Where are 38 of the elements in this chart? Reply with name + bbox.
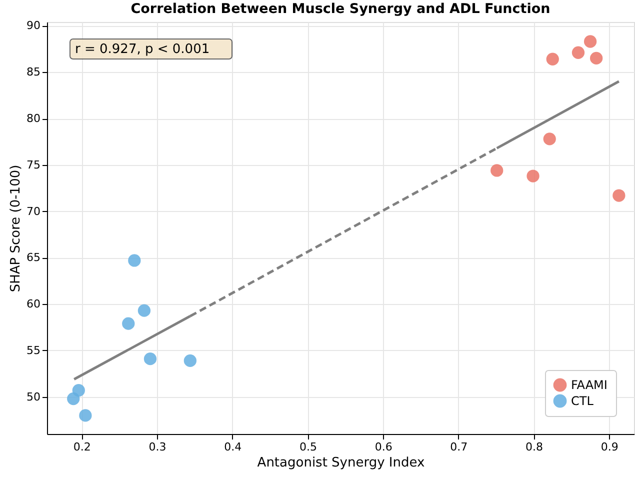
chart-title: Correlation Between Muscle Synergy and ADL Function (130, 1, 550, 18)
x-tick-label: 0.2 (73, 440, 91, 454)
x-tick-label: 0.5 (299, 440, 317, 454)
legend-label: FAAMI (571, 378, 608, 392)
point (79, 409, 92, 422)
y-tick-label: 70 (26, 204, 40, 218)
y-tick-label: 80 (26, 112, 40, 126)
y-tick-label: 55 (26, 344, 40, 357)
point (526, 170, 540, 182)
point (543, 132, 556, 146)
y-tick-label: 65 (26, 251, 40, 264)
y-tick-label: 85 (26, 66, 40, 79)
point (584, 35, 597, 48)
point (590, 52, 603, 64)
point (612, 189, 626, 202)
x-tick-label: 0.3 (148, 440, 166, 454)
y-tick-label: 75 (26, 158, 40, 172)
y-tick-label: 60 (26, 298, 40, 311)
x-tick-label: 0.8 (526, 440, 544, 454)
y-axis-title: SHAP Score (0-100) (8, 164, 24, 292)
legend-label: CTL (571, 394, 594, 408)
point (67, 392, 80, 406)
x-tick-label: 0.9 (600, 440, 618, 454)
point (122, 317, 135, 330)
point (144, 352, 157, 366)
y-tick-label: 90 (26, 19, 40, 32)
annotation: r = 0.927, p < 0.001 (75, 42, 210, 57)
x-tick-label: 0.7 (450, 440, 468, 454)
point (138, 304, 151, 317)
point (572, 46, 585, 59)
point (490, 164, 504, 177)
x-tick-label: 0.4 (224, 440, 242, 454)
point (546, 52, 559, 66)
point (184, 354, 196, 368)
point (128, 254, 141, 267)
x-axis-title: Antagonist Synergy Index (257, 456, 426, 470)
y-tick-label: 50 (26, 390, 40, 404)
x-tick-label: 0.6 (374, 440, 392, 454)
